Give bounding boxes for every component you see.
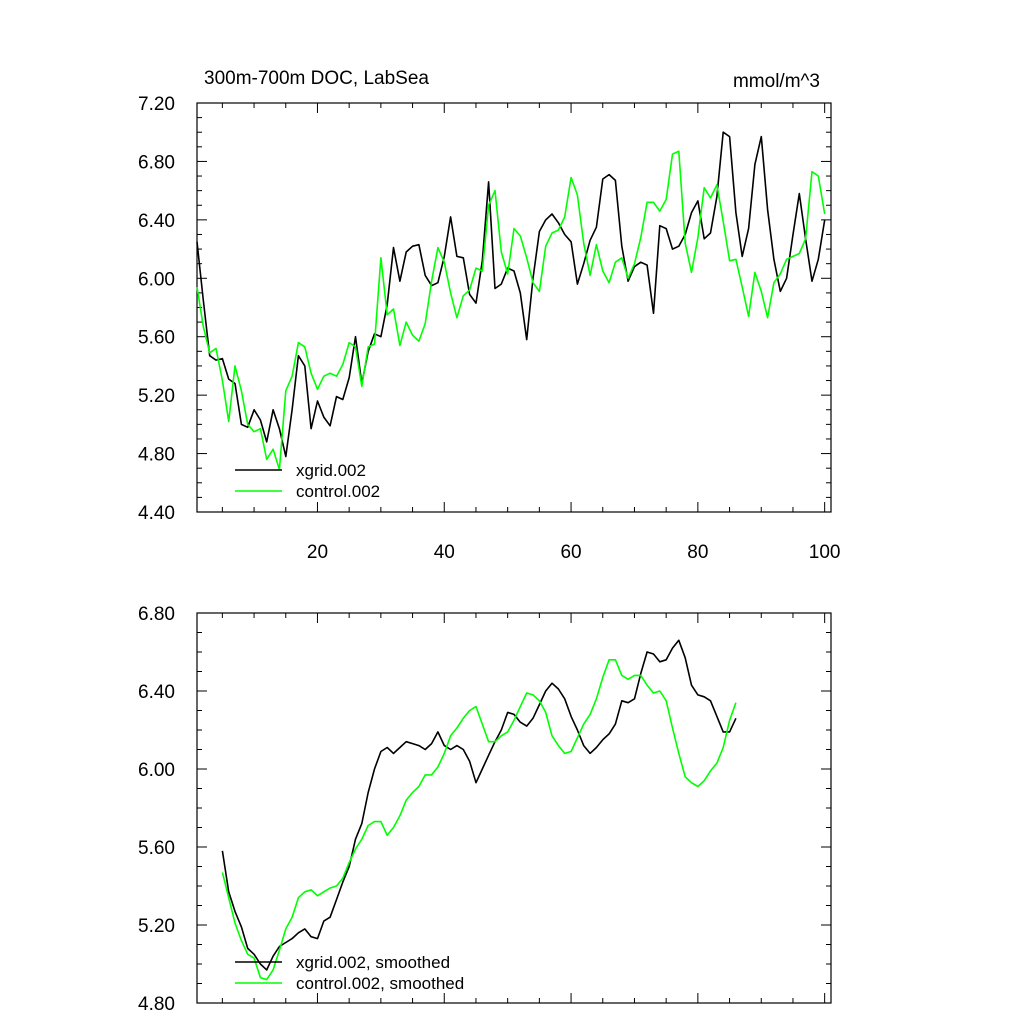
legend: xgrid.002 control.002 — [235, 461, 380, 501]
x-tick-label: 100 — [809, 542, 841, 563]
y-tick-label: 4.40 — [138, 503, 175, 524]
y-tick-label: 5.20 — [138, 386, 175, 407]
legend-label: control.002 — [296, 482, 380, 501]
data-lines — [221, 639, 737, 981]
x-tick-label: 40 — [434, 542, 455, 563]
y-tick-label: 4.80 — [138, 994, 175, 1015]
y-tick-label: 6.00 — [138, 760, 175, 781]
y-tick-label: 4.80 — [138, 445, 175, 466]
plot-frame — [196, 612, 832, 1004]
series-line-control — [196, 150, 826, 471]
x-axis-labels: 20 40 60 80 100 — [307, 542, 841, 563]
legend-label: xgrid.002, smoothed — [296, 953, 450, 972]
x-tick-label: 80 — [687, 542, 708, 563]
legend: xgrid.002, smoothed control.002, smoothed — [235, 953, 464, 993]
bottom-panel: 4.80 5.20 5.60 6.00 6.40 6.80 xgrid.002, smoo… — [138, 604, 832, 1015]
legend-label: xgrid.002 — [296, 461, 366, 480]
series-line-xgrid — [221, 639, 737, 971]
y-tick-label: 6.80 — [138, 604, 175, 625]
legend-label: control.002, smoothed — [296, 974, 464, 993]
y-tick-label: 5.60 — [138, 328, 175, 349]
y-tick-label: 6.40 — [138, 211, 175, 232]
series-line-xgrid — [196, 131, 826, 458]
y-tick-label: 6.40 — [138, 682, 175, 703]
axis-ticks — [197, 612, 831, 1004]
x-tick-label: 60 — [560, 542, 581, 563]
chart-title: 300m-700m DOC, LabSea — [204, 68, 429, 89]
y-tick-label: 6.80 — [138, 152, 175, 173]
y-tick-label: 6.00 — [138, 269, 175, 290]
series-line-control — [221, 658, 737, 981]
plot-frame — [196, 102, 832, 513]
top-panel: 300m-700m DOC, LabSea mmol/m^3 4.40 4.80 5… — [138, 68, 840, 563]
y-axis-labels: 4.80 5.20 5.60 6.00 6.40 6.80 — [138, 604, 175, 1015]
y-tick-label: 5.20 — [138, 916, 175, 937]
x-tick-label: 20 — [307, 542, 328, 563]
units-label: mmol/m^3 — [733, 71, 820, 92]
data-lines — [196, 131, 826, 471]
y-axis-labels: 4.40 4.80 5.20 5.60 6.00 6.40 6.80 7.20 — [138, 94, 175, 524]
axis-ticks — [197, 102, 831, 513]
y-tick-label: 7.20 — [138, 94, 175, 115]
y-tick-label: 5.60 — [138, 838, 175, 859]
